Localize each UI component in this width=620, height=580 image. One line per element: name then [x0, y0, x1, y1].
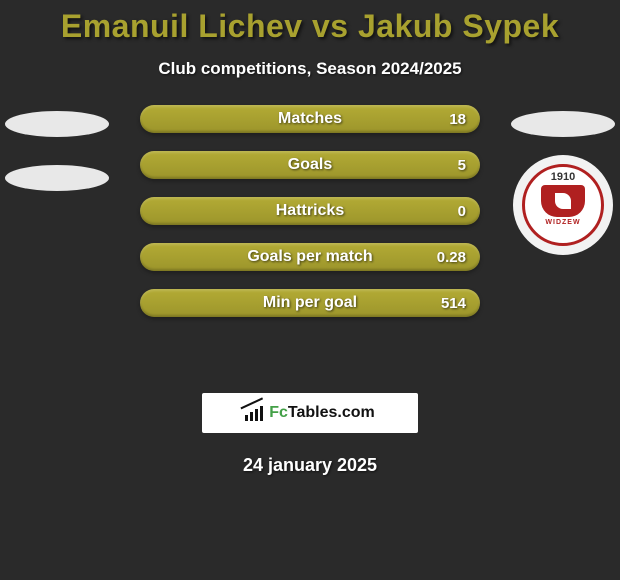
badge-club-name: WIDZEW — [545, 219, 580, 226]
brand-text: FcTables.com — [269, 404, 375, 422]
brand-chart-icon — [245, 405, 265, 421]
stat-label: Hattricks — [276, 202, 344, 220]
comparison-title: Emanuil Lichev vs Jakub Sypek — [0, 0, 620, 45]
stat-value: 514 — [441, 295, 466, 312]
stat-bar: Min per goal 514 — [140, 289, 480, 317]
player-placeholder-ellipse — [5, 165, 109, 191]
brand-box[interactable]: FcTables.com — [202, 393, 418, 433]
stat-bars: Matches 18 Goals 5 Hattricks 0 Goals per match… — [140, 105, 480, 317]
comparison-date: 24 january 2025 — [0, 455, 620, 476]
club-badge: 1910 WIDZEW — [513, 155, 613, 255]
player-placeholder-ellipse — [5, 111, 109, 137]
brand-prefix: Fc — [269, 404, 288, 421]
stat-bar: Matches 18 — [140, 105, 480, 133]
stat-label: Matches — [278, 110, 342, 128]
stat-label: Goals — [288, 156, 332, 174]
stat-value: 18 — [449, 111, 466, 128]
stat-bar: Hattricks 0 — [140, 197, 480, 225]
brand-suffix: Tables.com — [288, 404, 375, 421]
stat-value: 0 — [458, 203, 466, 220]
badge-flag-icon — [541, 185, 585, 217]
right-player-column: 1910 WIDZEW — [508, 111, 618, 255]
player-placeholder-ellipse — [511, 111, 615, 137]
comparison-layout: Matches 18 Goals 5 Hattricks 0 Goals per match… — [0, 111, 620, 371]
left-player-column — [2, 111, 112, 219]
club-badge-inner: 1910 WIDZEW — [522, 164, 604, 246]
stat-value: 5 — [458, 157, 466, 174]
comparison-subtitle: Club competitions, Season 2024/2025 — [0, 59, 620, 79]
stat-bar: Goals 5 — [140, 151, 480, 179]
stat-label: Goals per match — [247, 248, 372, 266]
stat-label: Min per goal — [263, 294, 357, 312]
stat-value: 0.28 — [437, 249, 466, 266]
badge-year: 1910 — [551, 171, 575, 183]
stat-bar: Goals per match 0.28 — [140, 243, 480, 271]
